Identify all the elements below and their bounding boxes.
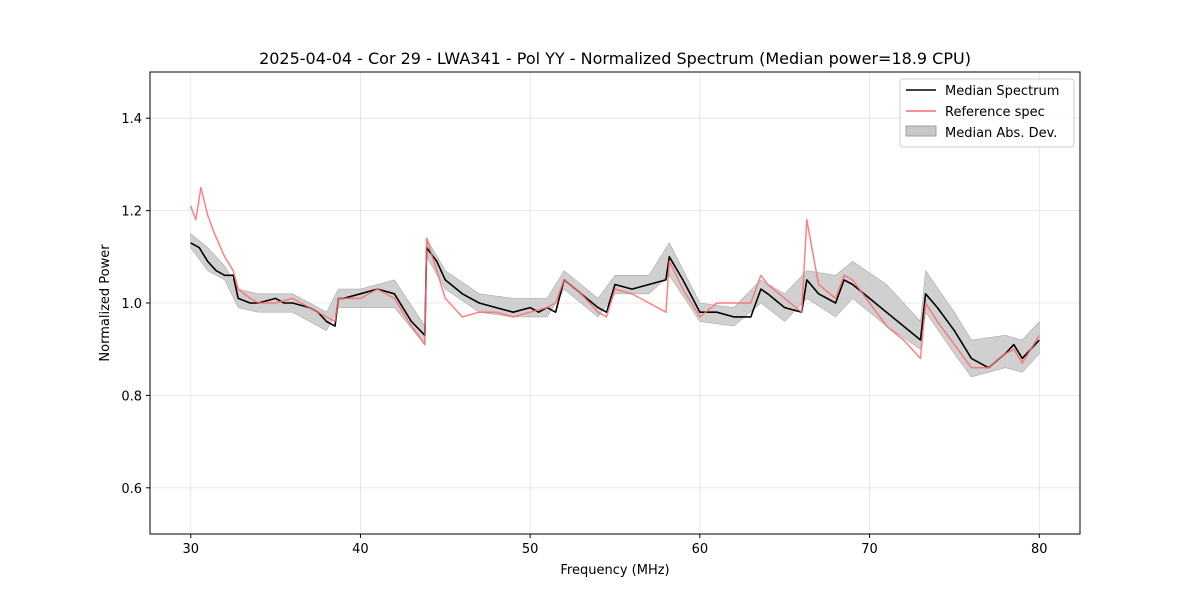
axis-ticks: 30 40 50 60 70 80 0.6 0.8 1.0 1.2 1.4 <box>121 112 1047 557</box>
mad-band-layer <box>190 233 1040 378</box>
y-axis-label: Normalized Power <box>98 244 113 362</box>
legend-mad-label: Median Abs. Dev. <box>945 126 1057 141</box>
x-axis-label: Frequency (MHz) <box>560 563 669 578</box>
legend-reference-spec-label: Reference spec <box>945 105 1045 120</box>
legend: Median Spectrum Reference spec Median Ab… <box>899 78 1075 148</box>
x-tick-label: 50 <box>522 542 539 557</box>
legend-median-spectrum-label: Median Spectrum <box>945 84 1059 99</box>
legend-mad-swatch <box>905 125 937 137</box>
x-tick-label: 60 <box>692 542 709 557</box>
x-tick-label: 40 <box>352 542 369 557</box>
series-lines-layer <box>189 186 1040 369</box>
y-tick-label: 0.6 <box>121 482 142 497</box>
mad-band <box>190 233 1040 378</box>
x-tick-label: 80 <box>1031 542 1048 557</box>
y-tick-label: 1.4 <box>121 112 142 127</box>
reference-spec-line <box>189 186 1040 369</box>
chart-title: 2025-04-04 - Cor 29 - LWA341 - Pol YY - … <box>259 49 971 68</box>
x-tick-label: 30 <box>182 542 199 557</box>
y-tick-label: 0.8 <box>121 389 142 404</box>
legend-box <box>899 78 1075 148</box>
x-tick-label: 70 <box>861 542 878 557</box>
y-tick-label: 1.0 <box>121 297 142 312</box>
y-tick-label: 1.2 <box>121 205 142 220</box>
